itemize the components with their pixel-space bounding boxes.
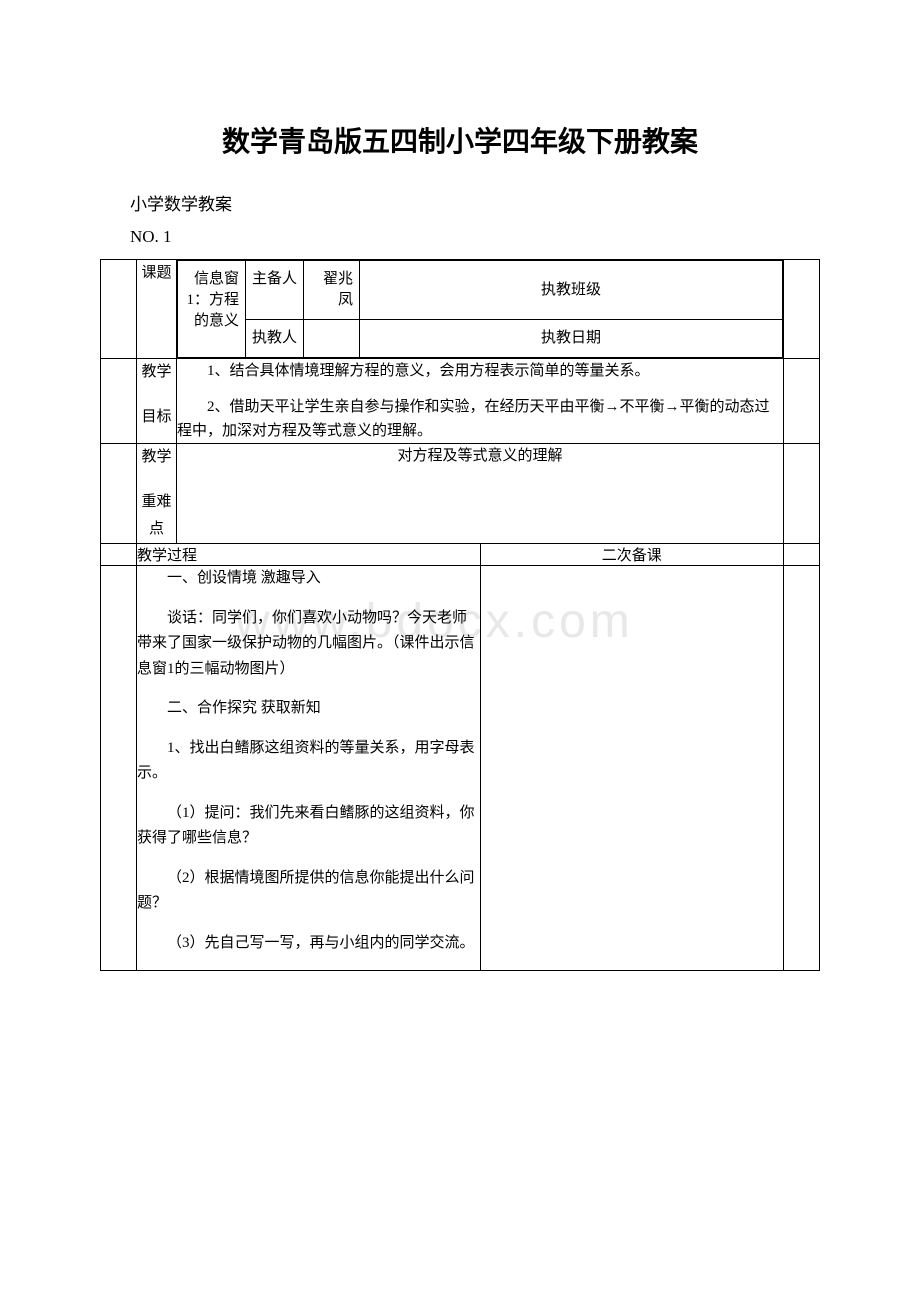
cell-main-prep-label: 主备人 xyxy=(246,261,304,320)
cell-process-content: 一、创设情境 激趣导入 谈话：同学们，你们喜欢小动物吗？今天老师带来了国家一级保… xyxy=(137,566,481,971)
cell-process-label: 教学过程 xyxy=(137,544,481,566)
cell-goals: 1、结合具体情境理解方程的意义，会用方程表示简单的等量关系。 2、借助天平让学生… xyxy=(177,359,784,444)
cell-main-prep-name: 翟兆凤 xyxy=(304,261,360,320)
goal-item-1: 1、结合具体情境理解方程的意义，会用方程表示简单的等量关系。 xyxy=(177,359,783,383)
content-p5: （1）提问：我们先来看白鳍豚的这组资料，你获得了哪些信息？ xyxy=(137,801,480,852)
content-p1: 一、创设情境 激趣导入 xyxy=(137,566,480,592)
cell-exec-person-value xyxy=(304,320,360,358)
cell-secondary-prep-label: 二次备课 xyxy=(480,544,784,566)
cell-exec-class-label: 执教班级 xyxy=(360,261,783,320)
content-p7: （3）先自己写一写，再与小组内的同学交流。 xyxy=(137,931,480,957)
cell-topic: 信息窗1：方程的意义 xyxy=(178,261,246,358)
row-label-topic: 课题 xyxy=(137,260,177,359)
content-p2: 谈话：同学们，你们喜欢小动物吗？今天老师带来了国家一级保护动物的几幅图片。（课件… xyxy=(137,606,480,683)
row-label-goals: 教学 目标 xyxy=(137,359,177,444)
cell-secondary-prep-content xyxy=(480,566,784,971)
header-grid: 信息窗1：方程的意义 主备人 翟兆凤 执教班级 执教人 执教日期 xyxy=(177,260,783,358)
content-p4: 1、找出白鳍豚这组资料的等量关系，用字母表示。 xyxy=(137,736,480,787)
cell-exec-date-label: 执教日期 xyxy=(360,320,783,358)
content-p3: 二、合作探究 获取新知 xyxy=(137,696,480,722)
cell-exec-person-label: 执教人 xyxy=(246,320,304,358)
subtitle-number: NO. 1 xyxy=(130,227,820,247)
content-p6: （2）根据情境图所提供的信息你能提出什么问题？ xyxy=(137,866,480,917)
goal-item-2: 2、借助天平让学生亲自参与操作和实验，在经历天平由平衡→不平衡→平衡的动态过程中… xyxy=(177,395,783,443)
document-title: 数学青岛版五四制小学四年级下册教案 xyxy=(100,120,820,160)
lesson-plan-table: 课题 信息窗1：方程的意义 主备人 翟兆凤 执教班级 执教人 执教日期 xyxy=(100,259,820,971)
subtitle-subject: 小学数学教案 xyxy=(130,190,820,215)
cell-difficulty: 对方程及等式意义的理解 xyxy=(177,444,784,544)
row-label-difficulty: 教学 重难点 xyxy=(137,444,177,544)
